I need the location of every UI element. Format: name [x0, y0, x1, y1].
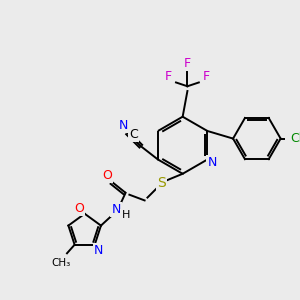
Text: Cl: Cl: [291, 132, 300, 145]
Text: O: O: [74, 202, 84, 215]
Text: S: S: [158, 176, 166, 190]
Text: C: C: [129, 128, 138, 141]
Text: N: N: [119, 119, 128, 132]
Text: F: F: [203, 70, 210, 83]
Text: CH₃: CH₃: [52, 258, 71, 268]
Text: F: F: [165, 70, 172, 83]
Text: F: F: [184, 57, 191, 70]
Text: N: N: [111, 203, 121, 216]
Text: N: N: [94, 244, 103, 257]
Text: O: O: [103, 169, 112, 182]
Text: H: H: [122, 210, 130, 220]
Text: N: N: [207, 156, 217, 169]
